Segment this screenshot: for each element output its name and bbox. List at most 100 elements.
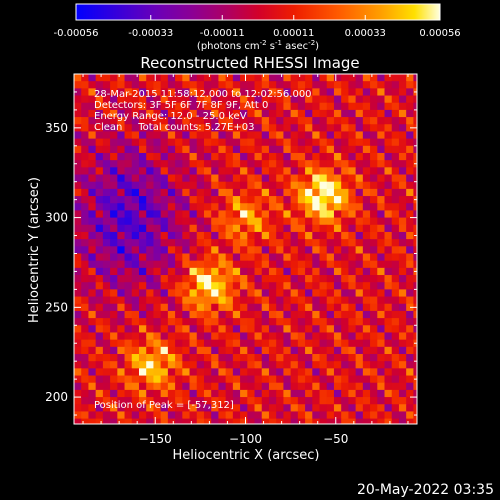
heatmap-cell bbox=[196, 325, 205, 333]
heatmap-cell bbox=[377, 318, 386, 326]
heatmap-cell bbox=[167, 138, 176, 147]
heatmap-cell bbox=[225, 174, 234, 183]
heatmap-cell bbox=[225, 382, 234, 391]
heatmap-cell bbox=[117, 138, 126, 147]
heatmap-cell bbox=[276, 117, 284, 125]
heatmap-cell bbox=[138, 253, 147, 262]
heatmap-cell bbox=[102, 217, 111, 226]
heatmap-cell bbox=[290, 418, 299, 425]
heatmap-cell bbox=[232, 332, 241, 341]
heatmap-cell bbox=[167, 404, 176, 412]
heatmap-cell bbox=[254, 196, 263, 204]
heatmap-cell bbox=[182, 160, 191, 168]
heatmap-cell bbox=[131, 361, 140, 369]
heatmap-cell bbox=[153, 397, 162, 405]
heatmap-cell bbox=[391, 109, 400, 118]
heatmap-cell bbox=[348, 253, 357, 262]
heatmap-cell bbox=[160, 196, 169, 204]
heatmap-cell bbox=[102, 382, 111, 391]
heatmap-cell bbox=[81, 102, 89, 111]
heatmap-cell bbox=[138, 260, 147, 269]
heatmap-cell bbox=[341, 224, 349, 233]
heatmap-cell bbox=[406, 346, 414, 355]
heatmap-cell bbox=[74, 152, 82, 161]
heatmap-cell bbox=[254, 239, 263, 247]
heatmap-cell bbox=[305, 404, 313, 412]
heatmap-cell bbox=[326, 318, 335, 326]
heatmap-cell bbox=[153, 418, 162, 425]
heatmap-cell bbox=[297, 246, 306, 254]
heatmap-cell bbox=[362, 267, 371, 276]
heatmap-cell bbox=[398, 368, 407, 377]
heatmap-cell bbox=[305, 368, 313, 377]
heatmap-cell bbox=[211, 167, 219, 176]
heatmap-cell bbox=[182, 95, 191, 104]
heatmap-cell bbox=[370, 231, 378, 240]
heatmap-cell bbox=[131, 131, 140, 140]
heatmap-cell bbox=[283, 138, 292, 147]
heatmap-cell bbox=[319, 253, 328, 262]
heatmap-cell bbox=[81, 95, 89, 104]
heatmap-cell bbox=[333, 375, 342, 384]
heatmap-cell bbox=[413, 117, 418, 125]
heatmap-cell bbox=[218, 411, 227, 420]
heatmap-cell bbox=[240, 160, 248, 168]
heatmap-cell bbox=[88, 275, 97, 283]
heatmap-cell bbox=[384, 196, 393, 204]
heatmap-cell bbox=[312, 181, 321, 190]
heatmap-cell bbox=[232, 102, 241, 111]
heatmap-cell bbox=[131, 174, 140, 183]
heatmap-cell bbox=[196, 282, 205, 290]
heatmap-cell bbox=[268, 318, 277, 326]
heatmap-cell bbox=[276, 318, 284, 326]
heatmap-cell bbox=[348, 74, 357, 82]
heatmap-cell bbox=[341, 303, 349, 312]
heatmap-cell bbox=[398, 246, 407, 254]
heatmap-cell bbox=[74, 411, 82, 420]
heatmap-cell bbox=[232, 260, 241, 269]
heatmap-cell bbox=[355, 196, 364, 204]
heatmap-cell bbox=[384, 246, 393, 254]
heatmap-cell bbox=[413, 188, 418, 197]
heatmap-cell bbox=[88, 303, 97, 312]
heatmap-cell bbox=[203, 131, 212, 140]
heatmap-cell bbox=[370, 253, 378, 262]
heatmap-cell bbox=[225, 102, 234, 111]
heatmap-cell bbox=[211, 296, 219, 305]
heatmap-cell bbox=[95, 74, 104, 82]
heatmap-cell bbox=[391, 102, 400, 111]
heatmap-cell bbox=[305, 167, 313, 176]
heatmap-cell bbox=[203, 354, 212, 362]
heatmap-cell bbox=[196, 375, 205, 384]
heatmap-cell bbox=[319, 389, 328, 398]
heatmap-cell bbox=[138, 210, 147, 219]
heatmap-cell bbox=[283, 160, 292, 168]
heatmap-cell bbox=[247, 181, 256, 190]
heatmap-cell bbox=[305, 282, 313, 290]
heatmap-cell bbox=[232, 275, 241, 283]
heatmap-cell bbox=[218, 303, 227, 312]
heatmap-cell bbox=[218, 138, 227, 147]
heatmap-cell bbox=[218, 188, 227, 197]
heatmap-cell bbox=[160, 275, 169, 283]
heatmap-cell bbox=[167, 109, 176, 118]
y-tick-label: 250 bbox=[45, 300, 68, 314]
heatmap-cell bbox=[261, 267, 270, 276]
heatmap-cell bbox=[95, 246, 104, 254]
heatmap-cell bbox=[247, 145, 256, 154]
heatmap-cell bbox=[413, 310, 418, 319]
heatmap-cell bbox=[406, 246, 414, 254]
heatmap-cell bbox=[175, 188, 183, 197]
heatmap-cell bbox=[74, 418, 82, 425]
heatmap-cell bbox=[240, 253, 248, 262]
heatmap-cell bbox=[203, 267, 212, 276]
heatmap-cell bbox=[362, 296, 371, 305]
heatmap-cell bbox=[341, 160, 349, 168]
heatmap-cell bbox=[276, 267, 284, 276]
heatmap-cell bbox=[81, 418, 89, 425]
heatmap-cell bbox=[341, 318, 349, 326]
heatmap-cell bbox=[182, 188, 191, 197]
heatmap-cell bbox=[81, 354, 89, 362]
heatmap-cell bbox=[160, 81, 169, 89]
heatmap-cell bbox=[131, 224, 140, 233]
